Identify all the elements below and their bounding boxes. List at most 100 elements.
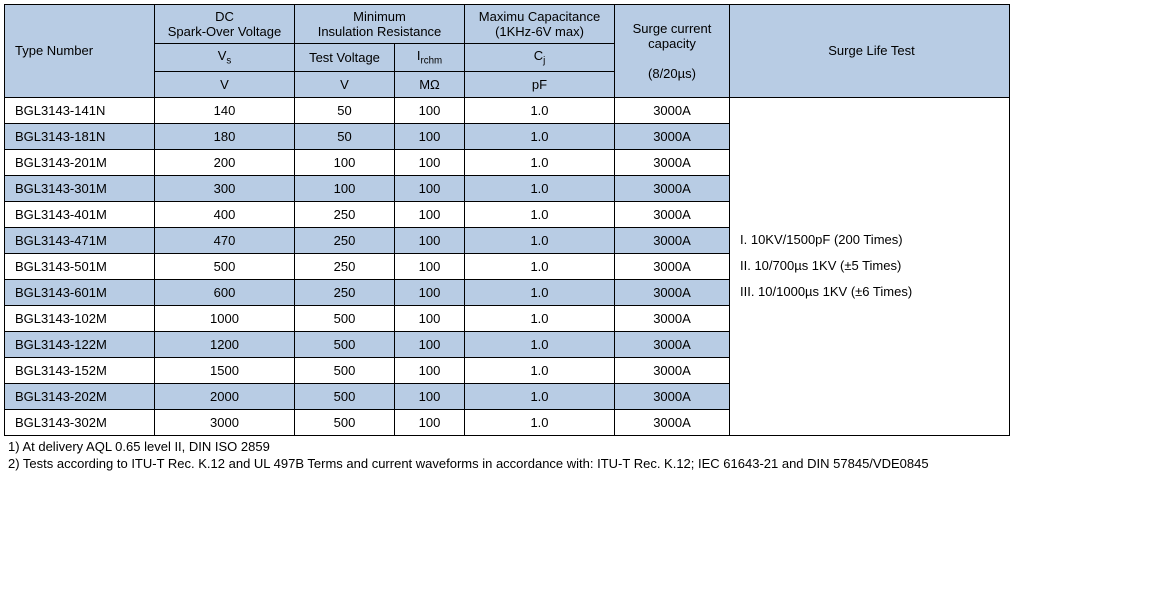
cell-ir: 100 <box>395 357 465 383</box>
footnote-1: 1) At delivery AQL 0.65 level II, DIN IS… <box>8 438 1158 456</box>
cell-cj: 1.0 <box>465 201 615 227</box>
cell-type-number: BGL3143-501M <box>5 253 155 279</box>
cell-cj: 1.0 <box>465 149 615 175</box>
cell-type-number: BGL3143-601M <box>5 279 155 305</box>
spec-table: Type Number DCSpark-Over Voltage Minimum… <box>4 4 1010 436</box>
cell-surge-current: 3000A <box>615 279 730 305</box>
cell-vs: 470 <box>155 227 295 253</box>
cell-cj: 1.0 <box>465 123 615 149</box>
cell-cj: 1.0 <box>465 383 615 409</box>
cell-type-number: BGL3143-301M <box>5 175 155 201</box>
cell-test-voltage: 500 <box>295 409 395 435</box>
cell-test-voltage: 100 <box>295 149 395 175</box>
cell-vs: 500 <box>155 253 295 279</box>
cell-surge-current: 3000A <box>615 331 730 357</box>
cell-ir: 100 <box>395 201 465 227</box>
cell-vs: 600 <box>155 279 295 305</box>
hdr-tv-unit: V <box>295 71 395 97</box>
table-body: BGL3143-141N140501001.03000AI. 10KV/1500… <box>5 97 1010 435</box>
hdr-type-number: Type Number <box>5 5 155 98</box>
hdr-ir-unit: MΩ <box>395 71 465 97</box>
cell-ir: 100 <box>395 331 465 357</box>
cell-ir: 100 <box>395 383 465 409</box>
cell-test-voltage: 250 <box>295 227 395 253</box>
cell-test-voltage: 500 <box>295 357 395 383</box>
hdr-dc-unit: V <box>155 71 295 97</box>
cell-vs: 140 <box>155 97 295 123</box>
cell-type-number: BGL3143-152M <box>5 357 155 383</box>
hdr-surge-life-test: Surge Life Test <box>730 5 1010 98</box>
cell-surge-current: 3000A <box>615 357 730 383</box>
cell-surge-current: 3000A <box>615 409 730 435</box>
hdr-cap-symbol: Cj <box>465 44 615 72</box>
cell-vs: 1000 <box>155 305 295 331</box>
cell-cj: 1.0 <box>465 175 615 201</box>
hdr-test-voltage: Test Voltage <box>295 44 395 72</box>
cell-vs: 2000 <box>155 383 295 409</box>
cell-type-number: BGL3143-302M <box>5 409 155 435</box>
cell-surge-current: 3000A <box>615 383 730 409</box>
table-header: Type Number DCSpark-Over Voltage Minimum… <box>5 5 1010 98</box>
footnotes: 1) At delivery AQL 0.65 level II, DIN IS… <box>4 438 1158 473</box>
cell-surge-current: 3000A <box>615 97 730 123</box>
cell-surge-current: 3000A <box>615 253 730 279</box>
cell-test-voltage: 50 <box>295 97 395 123</box>
cell-vs: 400 <box>155 201 295 227</box>
hdr-cap-title: Maximu Capacitance(1KHz-6V max) <box>465 5 615 44</box>
cell-surge-current: 3000A <box>615 201 730 227</box>
cell-surge-current: 3000A <box>615 227 730 253</box>
cell-cj: 1.0 <box>465 253 615 279</box>
cell-vs: 3000 <box>155 409 295 435</box>
cell-ir: 100 <box>395 123 465 149</box>
cell-cj: 1.0 <box>465 409 615 435</box>
cell-ir: 100 <box>395 279 465 305</box>
cell-ir: 100 <box>395 97 465 123</box>
cell-surge-current: 3000A <box>615 305 730 331</box>
cell-surge-life-test: I. 10KV/1500pF (200 Times)II. 10/700µs 1… <box>730 97 1010 435</box>
cell-ir: 100 <box>395 149 465 175</box>
cell-type-number: BGL3143-122M <box>5 331 155 357</box>
cell-cj: 1.0 <box>465 227 615 253</box>
hdr-min-ir-title: MinimumInsulation Resistance <box>295 5 465 44</box>
cell-test-voltage: 100 <box>295 175 395 201</box>
cell-test-voltage: 500 <box>295 383 395 409</box>
cell-vs: 1200 <box>155 331 295 357</box>
cell-vs: 180 <box>155 123 295 149</box>
cell-cj: 1.0 <box>465 357 615 383</box>
cell-surge-current: 3000A <box>615 123 730 149</box>
cell-cj: 1.0 <box>465 97 615 123</box>
cell-type-number: BGL3143-181N <box>5 123 155 149</box>
hdr-surge-cap: Surge current capacity (8/20µs) <box>615 5 730 98</box>
cell-surge-current: 3000A <box>615 149 730 175</box>
cell-test-voltage: 50 <box>295 123 395 149</box>
cell-ir: 100 <box>395 253 465 279</box>
hdr-dc-symbol: Vs <box>155 44 295 72</box>
hdr-cap-unit: pF <box>465 71 615 97</box>
cell-type-number: BGL3143-401M <box>5 201 155 227</box>
cell-ir: 100 <box>395 305 465 331</box>
cell-type-number: BGL3143-141N <box>5 97 155 123</box>
cell-type-number: BGL3143-201M <box>5 149 155 175</box>
cell-type-number: BGL3143-102M <box>5 305 155 331</box>
cell-ir: 100 <box>395 227 465 253</box>
table-row: BGL3143-141N140501001.03000AI. 10KV/1500… <box>5 97 1010 123</box>
hdr-dc-title: DCSpark-Over Voltage <box>155 5 295 44</box>
cell-cj: 1.0 <box>465 331 615 357</box>
cell-test-voltage: 250 <box>295 253 395 279</box>
cell-test-voltage: 500 <box>295 331 395 357</box>
cell-ir: 100 <box>395 175 465 201</box>
cell-surge-current: 3000A <box>615 175 730 201</box>
cell-test-voltage: 250 <box>295 279 395 305</box>
cell-test-voltage: 500 <box>295 305 395 331</box>
cell-ir: 100 <box>395 409 465 435</box>
cell-type-number: BGL3143-202M <box>5 383 155 409</box>
hdr-ir-symbol: Irchm <box>395 44 465 72</box>
footnote-2: 2) Tests according to ITU-T Rec. K.12 an… <box>8 455 1158 473</box>
cell-cj: 1.0 <box>465 305 615 331</box>
cell-vs: 200 <box>155 149 295 175</box>
cell-vs: 1500 <box>155 357 295 383</box>
cell-vs: 300 <box>155 175 295 201</box>
cell-test-voltage: 250 <box>295 201 395 227</box>
cell-type-number: BGL3143-471M <box>5 227 155 253</box>
cell-cj: 1.0 <box>465 279 615 305</box>
